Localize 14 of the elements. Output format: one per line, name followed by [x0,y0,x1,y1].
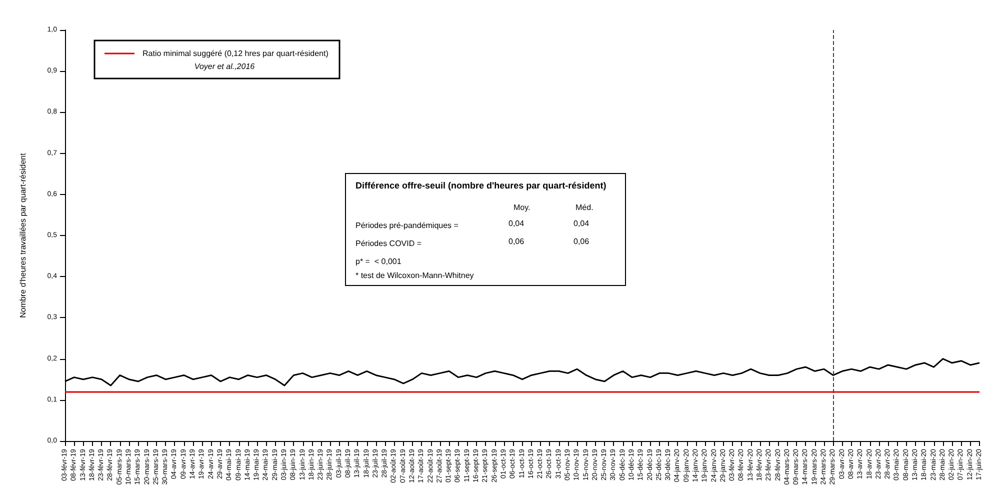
annotation: 0,06 [508,237,525,246]
annotation: Moy. [514,203,530,212]
annotation: Méd. [576,203,594,212]
annotation: 0,06 [574,237,590,246]
y-axis-title: Nombre d'heures travaillées par quart-résident [18,152,28,318]
annotation: Périodes COVID = [356,239,422,248]
legend-label: Ratio minimal suggéré (0,12 hres par quart-résident) [142,49,329,58]
annotation: Périodes pré-pandémiques = [356,221,459,230]
annotation: Différence offre-seuil (nombre d'heures par quart-résident) [356,180,606,190]
annotation: 0,04 [574,219,590,228]
annotation: * test de Wilcoxon-Mann-Whitney [356,271,474,280]
annotation: Voyer et al.,2016 [194,62,256,71]
annotation: 0,04 [508,219,525,228]
annotation: p* = < 0,001 [356,257,402,266]
